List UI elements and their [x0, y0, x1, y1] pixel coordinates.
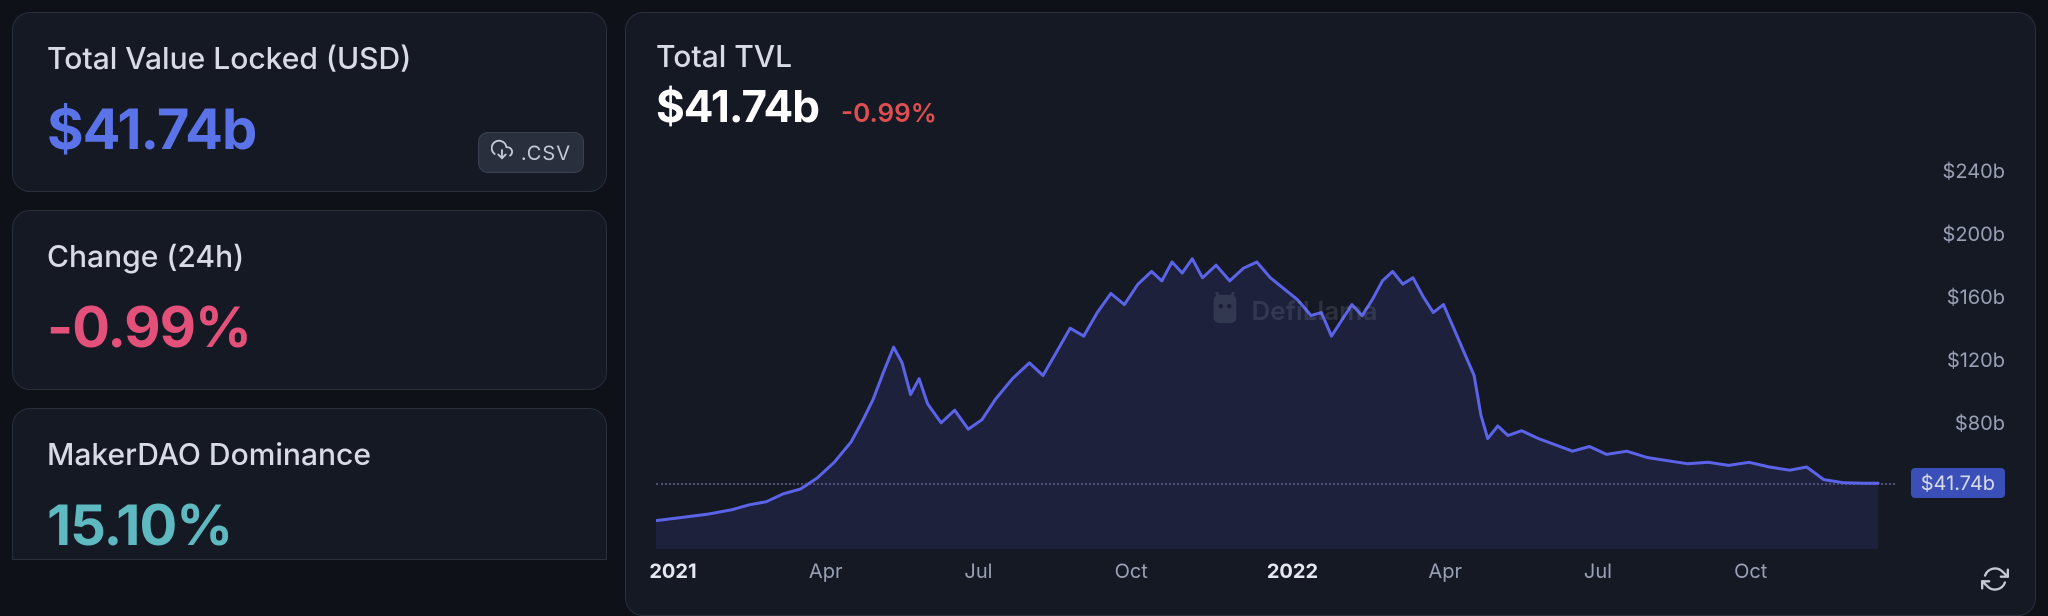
x-tick: Oct — [1115, 559, 1148, 583]
y-tick: $80b — [1955, 411, 2005, 435]
x-tick: Apr — [1428, 559, 1462, 583]
download-csv-button[interactable]: .CSV — [478, 132, 584, 173]
chart-y-axis: $240b $200b $160b $120b $80b $41.74b — [1895, 139, 2005, 549]
change-card-value: -0.99% — [47, 293, 572, 361]
y-tick: $160b — [1947, 285, 2005, 309]
y-tick: $120b — [1947, 348, 2005, 372]
chart-change: -0.99% — [841, 98, 937, 129]
refresh-button[interactable] — [1981, 565, 2009, 597]
chart-area: DefiLlama $240b $200b $160b $120b $80b $41.74… — [656, 139, 2005, 549]
chart-x-axis: 2021AprJulOct2022AprJulOct — [656, 551, 2005, 597]
download-icon — [491, 139, 513, 166]
x-tick: Jul — [964, 559, 992, 583]
y-tick: $240b — [1943, 159, 2006, 183]
chart-plot[interactable]: DefiLlama — [656, 139, 1895, 549]
dominance-card-value: 15.10% — [47, 491, 572, 559]
chart-value-row: $41.74b -0.99% — [656, 79, 2005, 133]
y-tick: $200b — [1942, 222, 2005, 246]
change-card-title: Change (24h) — [47, 239, 572, 275]
chart-title: Total TVL — [656, 39, 2005, 75]
x-tick: Apr — [809, 559, 843, 583]
x-tick: 2022 — [1267, 559, 1318, 583]
current-value-badge: $41.74b — [1911, 468, 2005, 498]
change-card: Change (24h) -0.99% — [12, 210, 607, 390]
tvl-card: Total Value Locked (USD) $41.74b .CSV — [12, 12, 607, 192]
x-tick: Jul — [1584, 559, 1612, 583]
chart-value: $41.74b — [656, 79, 819, 133]
csv-label: .CSV — [521, 141, 571, 165]
chart-panel: Total TVL $41.74b -0.99% DefiLlama $240b… — [625, 12, 2036, 616]
tvl-card-title: Total Value Locked (USD) — [47, 41, 572, 77]
x-tick: 2021 — [649, 559, 696, 583]
x-tick: Oct — [1734, 559, 1767, 583]
stats-sidebar: Total Value Locked (USD) $41.74b .CSV Ch… — [12, 12, 607, 616]
dominance-card: MakerDAO Dominance 15.10% — [12, 408, 607, 560]
dominance-card-title: MakerDAO Dominance — [47, 437, 572, 473]
chart-header: Total TVL $41.74b -0.99% — [656, 39, 2005, 133]
dashboard-root: Total Value Locked (USD) $41.74b .CSV Ch… — [0, 0, 2048, 616]
